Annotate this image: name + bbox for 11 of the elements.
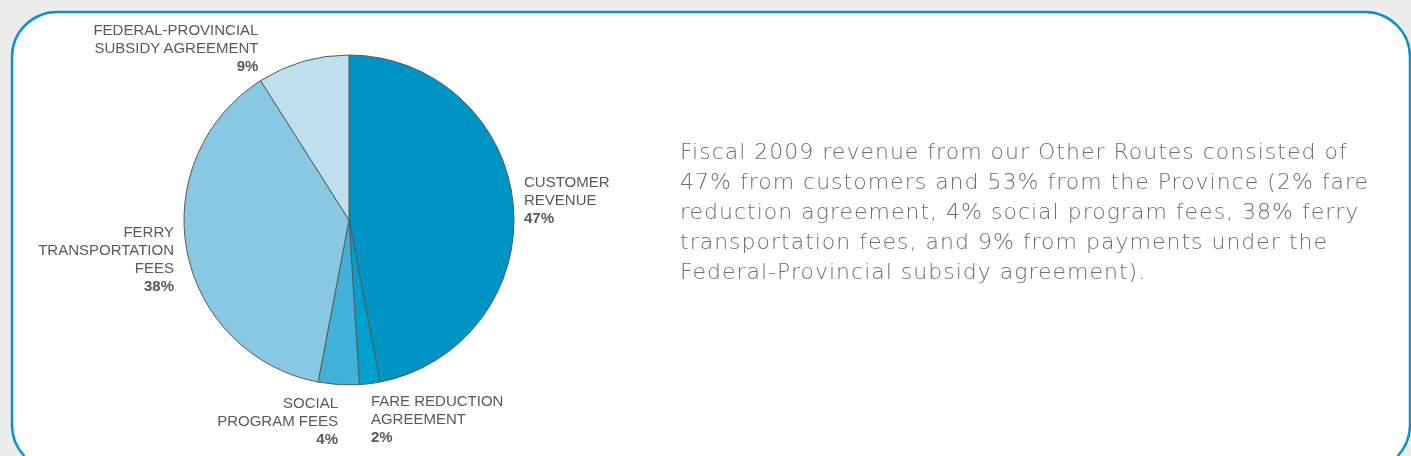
- slice-label: CUSTOMER REVENUE: [524, 172, 610, 208]
- slice-label: FERRY TRANSPORTATION FEES: [38, 222, 175, 276]
- data-label: 47%: [524, 208, 555, 226]
- data-label: 38%: [144, 276, 175, 294]
- data-label: 9%: [236, 57, 259, 74]
- slice-label: SOCIAL PROGRAM FEES: [217, 393, 339, 429]
- text: Fiscal 2009 revenue from our Other Routes consisted of 47% from customers and 53% from the Province (2% fare reduction agreement, 4% social program fees, 38% ferry transportation fees, and 9% from payments under the Federal-Provincial subsidy agreement).: [680, 138, 1371, 286]
- slice-label: FEDERAL-PROVINCIAL SUBSIDY AGREEMENT: [93, 21, 259, 56]
- data-label: 2%: [370, 428, 393, 446]
- slice-label: FARE REDUCTION AGREEMENT: [370, 392, 504, 428]
- data-label: 4%: [316, 429, 339, 447]
